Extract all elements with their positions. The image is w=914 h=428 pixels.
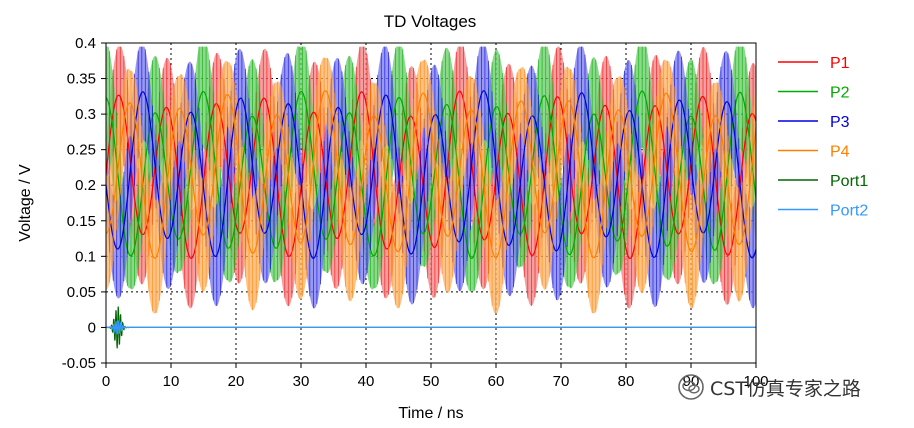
y-axis-title: Voltage / V (17, 164, 34, 242)
y-tick-label: 0.35 (67, 71, 96, 88)
y-tick-label: 0.15 (67, 213, 96, 230)
legend-label-P3: P3 (830, 114, 850, 131)
legend-label-P1: P1 (830, 55, 850, 72)
legend-label-Port1: Port1 (830, 173, 868, 190)
y-axis: -0.05 0 0.05 0.1 0.15 0.2 0.25 0.3 0.35 0.4 (62, 35, 106, 372)
series-line-P4 (106, 90, 756, 259)
series-band-P4 (106, 57, 756, 314)
legend: P1 P2 P3 P4 Port1 Port2 (778, 55, 868, 220)
plot-area (106, 46, 756, 349)
x-tick-label: 10 (163, 373, 180, 390)
x-tick-label: 60 (488, 373, 505, 390)
x-tick-label: 70 (553, 373, 570, 390)
x-tick-label: 20 (228, 373, 245, 390)
y-tick-label: 0.1 (75, 248, 96, 265)
y-tick-label: 0.4 (75, 35, 96, 52)
y-tick-label: 0.2 (75, 177, 96, 194)
chart-title: TD Voltages (384, 12, 477, 31)
x-axis-title: Time / ns (398, 405, 463, 422)
legend-label-P2: P2 (830, 85, 850, 102)
series-line-Port2 (106, 320, 756, 335)
x-tick-label: 30 (293, 373, 310, 390)
watermark-text: CST仿真专家之路 (710, 377, 861, 400)
y-tick-label: 0.3 (75, 106, 96, 123)
x-tick-label: 50 (423, 373, 440, 390)
wechat-icon (678, 374, 704, 400)
x-axis: 0 10 20 30 40 50 60 70 80 90 100 (102, 363, 769, 390)
series-line-P2 (106, 90, 756, 260)
x-tick-label: 0 (102, 373, 110, 390)
watermark: CST仿真专家之路 (678, 372, 861, 402)
y-tick-label: 0.05 (67, 284, 96, 301)
y-tick-label: -0.05 (62, 355, 96, 372)
x-tick-label: 80 (618, 373, 635, 390)
y-tick-label: 0 (88, 319, 96, 336)
y-tick-label: 0.25 (67, 142, 96, 159)
legend-label-Port2: Port2 (830, 203, 868, 220)
x-tick-label: 40 (358, 373, 375, 390)
legend-label-P4: P4 (830, 144, 850, 161)
x-tick-label: 100 (743, 373, 768, 390)
